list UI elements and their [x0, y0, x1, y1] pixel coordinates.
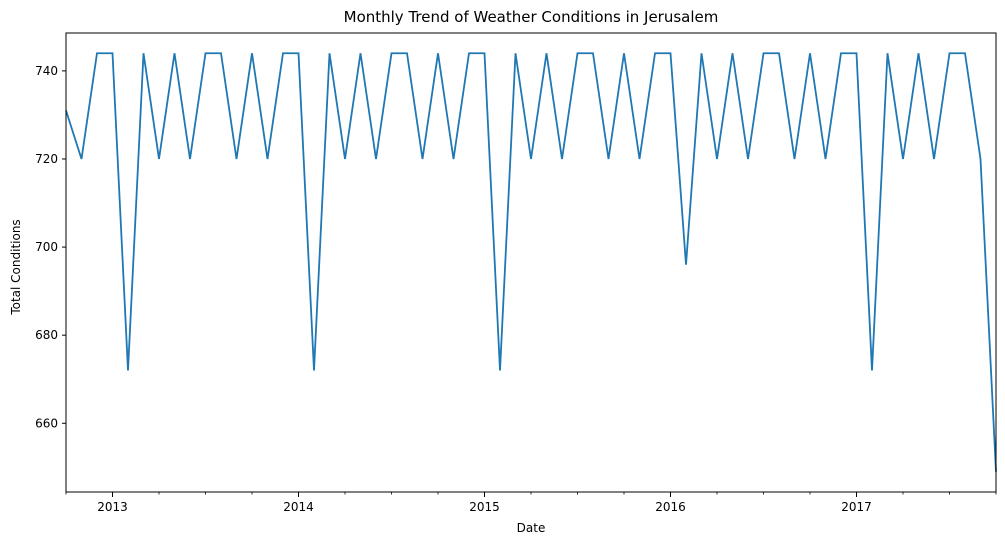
y-tick-label: 680 — [35, 328, 58, 342]
x-tick-label: 2017 — [841, 500, 872, 514]
x-axis: 2013 2014 2015 2016 2017 — [65, 492, 997, 514]
y-tick-label: 660 — [35, 416, 58, 430]
chart-title: Monthly Trend of Weather Conditions in J… — [344, 8, 719, 26]
x-tick-label: 2015 — [469, 500, 500, 514]
plot-area — [65, 32, 997, 493]
y-tick-label: 720 — [35, 152, 58, 166]
x-axis-label: Date — [517, 521, 546, 535]
x-tick-label: 2014 — [283, 500, 314, 514]
y-tick-label: 700 — [35, 240, 58, 254]
series-line — [65, 52, 997, 472]
y-tick-label: 740 — [35, 64, 58, 78]
x-tick-label: 2013 — [97, 500, 128, 514]
x-tick-label: 2016 — [655, 500, 686, 514]
y-axis: 660 680 700 720 740 — [35, 64, 66, 430]
y-axis-label: Total Conditions — [9, 219, 23, 315]
plot-frame — [65, 32, 997, 493]
